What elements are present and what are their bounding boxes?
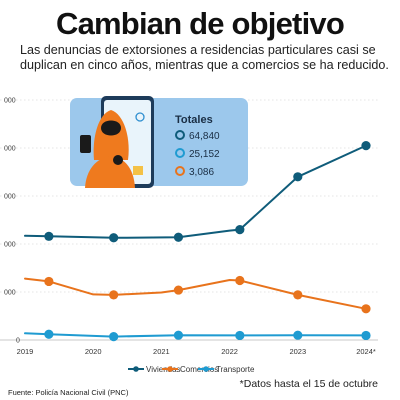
source-note: Fuente: Policía Nacional Civil (PNC)	[8, 388, 129, 397]
data-point-viviendas	[293, 172, 303, 182]
data-point-comercios	[361, 304, 371, 314]
data-point-comercios	[293, 290, 303, 300]
y-tick-label: 0	[16, 338, 20, 345]
data-point-viviendas	[173, 232, 184, 242]
data-point-comercios	[109, 290, 119, 300]
data-point-transporte	[173, 330, 184, 340]
x-tick-label: 2024*	[356, 347, 376, 356]
totals-title: Totales	[175, 114, 213, 126]
totals-marker-comercios	[175, 166, 185, 176]
legend-dot-comercios	[167, 366, 173, 372]
data-point-viviendas	[44, 231, 54, 241]
legend: Viviendas Comercios Transporte	[128, 365, 255, 374]
data-point-viviendas	[235, 225, 245, 235]
y-tick-label: 000	[4, 242, 16, 249]
page-title: Cambian de objetivo	[56, 6, 345, 41]
totals-value-comercios: 3,086	[189, 167, 214, 178]
x-tick-label: 2023	[289, 347, 306, 356]
totals-card: Totales 64,840 25,152 3,086	[70, 96, 248, 188]
data-point-transporte	[235, 330, 245, 341]
data-point-transporte	[44, 329, 54, 339]
totals-marker-transporte	[175, 148, 185, 158]
series-line-viviendas	[24, 144, 367, 239]
x-tick-label: 2020	[85, 347, 102, 356]
data-point-comercios	[235, 275, 245, 286]
data-point-transporte	[361, 330, 371, 341]
series-layer	[24, 141, 371, 342]
data-point-comercios	[44, 276, 54, 287]
x-tick-label: 2021	[153, 347, 170, 356]
legend-label-transporte: Transporte	[216, 365, 255, 374]
data-point-transporte	[293, 330, 303, 340]
legend-dot-viviendas	[133, 366, 139, 372]
footnote: *Datos hasta el 15 de octubre	[239, 378, 378, 390]
data-point-transporte	[109, 332, 119, 342]
data-point-viviendas	[361, 141, 371, 151]
data-point-comercios	[173, 285, 184, 295]
y-tick-label: 000	[4, 146, 16, 153]
subtitle: Las denuncias de extorsiones a residenci…	[20, 43, 389, 72]
search-icon	[135, 112, 145, 122]
data-point-viviendas	[109, 233, 119, 243]
hooded-figure-icon	[80, 110, 135, 188]
y-tick-label: 000	[4, 98, 16, 105]
x-tick-label: 2022	[221, 347, 238, 356]
x-tick-label: 2019	[17, 347, 34, 356]
series-line-comercios	[24, 277, 367, 310]
totals-marker-viviendas	[175, 130, 185, 140]
y-tick-label: 000	[4, 194, 16, 201]
y-tick-label: 000	[4, 290, 16, 297]
series-line-transporte	[24, 332, 367, 338]
legend-dot-transporte	[203, 366, 209, 372]
totals-value-viviendas: 64,840	[189, 131, 220, 142]
phone-note	[133, 166, 143, 175]
x-tick-labels: 2019 2020 2021 2022 2023 2024*	[17, 347, 376, 356]
totals-value-transporte: 25,152	[189, 149, 220, 160]
